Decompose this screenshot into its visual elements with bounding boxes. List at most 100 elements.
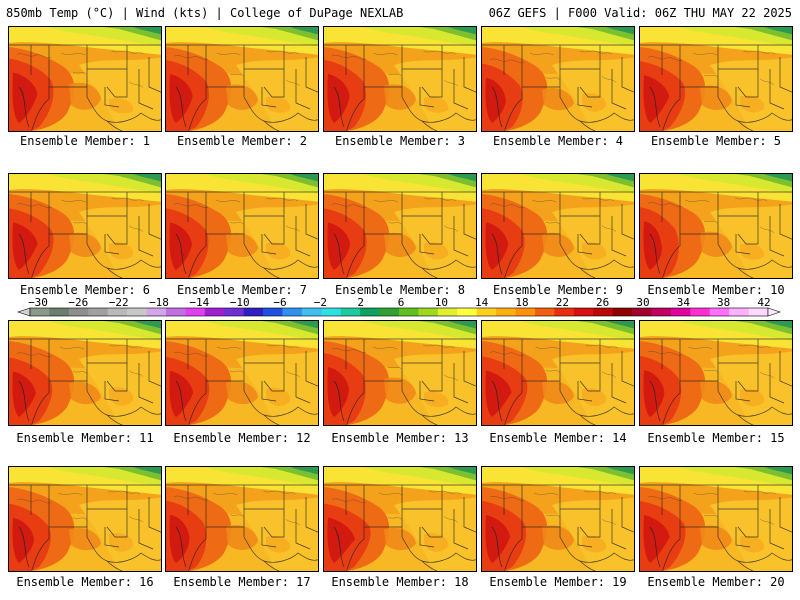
colorbar-swatch	[612, 308, 633, 316]
colorbar-tick-label: 42	[757, 296, 770, 309]
ensemble-member-label: Ensemble Member: 17	[173, 575, 311, 589]
colorbar-swatch	[68, 308, 89, 316]
temperature-map-image	[324, 174, 476, 278]
colorbar-tick-label: −22	[109, 296, 129, 309]
colorbar-tick-label: −18	[149, 296, 169, 309]
colorbar-swatch	[301, 308, 322, 316]
temperature-map-image	[9, 174, 161, 278]
colorbar-tick-label: 14	[475, 296, 489, 309]
colorbar-swatch	[670, 308, 691, 316]
colorbar-tick-label: −2	[314, 296, 327, 309]
ensemble-member-map	[323, 466, 477, 572]
ensemble-member-map	[481, 26, 635, 132]
colorbar-swatch	[340, 308, 361, 316]
ensemble-member-map	[481, 466, 635, 572]
colorbar-swatch	[632, 308, 652, 316]
temperature-map-image	[482, 321, 634, 425]
colorbar-swatch	[321, 308, 342, 316]
colorbar-swatch	[49, 308, 70, 316]
colorbar-low-arrow	[17, 307, 31, 317]
temperature-map-image	[9, 321, 161, 425]
ensemble-member-label: Ensemble Member: 16	[16, 575, 154, 589]
ensemble-member-map	[481, 173, 635, 279]
colorbar-swatch	[243, 308, 264, 316]
colorbar-swatch	[399, 308, 419, 316]
colorbar-swatch	[263, 308, 283, 316]
temperature-map-image	[640, 27, 792, 131]
colorbar-tick-label: 26	[596, 296, 609, 309]
ensemble-member-map	[165, 26, 319, 132]
map-title: 850mb Temp (°C) | Wind (kts) | College o…	[6, 6, 404, 20]
ensemble-member-label: Ensemble Member: 18	[331, 575, 469, 589]
temperature-colorbar: −30 −26 −22 −18 −14 −10 −6 −2 2 6 10 14 18 22 26 30 34 38…	[17, 296, 781, 317]
ensemble-member-label: Ensemble Member: 4	[492, 134, 624, 148]
temperature-map-image	[324, 467, 476, 571]
colorbar-tick-label: 18	[515, 296, 528, 309]
colorbar-swatch	[748, 308, 769, 316]
colorbar-tick-label: 30	[636, 296, 649, 309]
colorbar-tick-label: −6	[273, 296, 286, 309]
ensemble-member-map	[8, 26, 162, 132]
colorbar-tick-label: −14	[189, 296, 209, 309]
colorbar-tick-label: −10	[230, 296, 250, 309]
colorbar-swatch	[360, 308, 380, 316]
temperature-map-image	[640, 321, 792, 425]
colorbar-tick-label: −26	[68, 296, 88, 309]
ensemble-member-map	[639, 173, 793, 279]
temperature-map-image	[640, 467, 792, 571]
colorbar-swatch	[127, 308, 147, 316]
colorbar-swatch	[282, 308, 303, 316]
colorbar-swatch	[185, 308, 206, 316]
colorbar-high-arrow	[767, 307, 781, 317]
ensemble-member-label: Ensemble Member: 5	[650, 134, 782, 148]
ensemble-member-map	[481, 320, 635, 426]
ensemble-member-label: Ensemble Member: 6	[19, 283, 151, 297]
temperature-map-image	[482, 467, 634, 571]
ensemble-member-label: Ensemble Member: 14	[489, 431, 627, 445]
ensemble-member-map	[323, 173, 477, 279]
temperature-map-image	[324, 27, 476, 131]
temperature-map-image	[640, 174, 792, 278]
ensemble-member-label: Ensemble Member: 7	[176, 283, 308, 297]
colorbar-tick-label: 6	[398, 296, 405, 309]
ensemble-member-map	[8, 466, 162, 572]
ensemble-member-label: Ensemble Member: 8	[334, 283, 466, 297]
ensemble-member-label: Ensemble Member: 3	[334, 134, 466, 148]
ensemble-member-label: Ensemble Member: 12	[173, 431, 311, 445]
ensemble-member-label: Ensemble Member: 9	[492, 283, 624, 297]
colorbar-tick-label: 34	[677, 296, 691, 309]
colorbar-swatch	[30, 308, 50, 316]
ensemble-member-map	[8, 320, 162, 426]
model-run-info: 06Z GEFS | F000 Valid: 06Z THU MAY 22 20…	[488, 6, 792, 20]
colorbar-tick-label: 22	[556, 296, 569, 309]
temperature-map-image	[166, 27, 318, 131]
colorbar-swatch	[476, 308, 497, 316]
colorbar-tick-label: 38	[717, 296, 730, 309]
colorbar-swatch	[204, 308, 225, 316]
colorbar-swatch	[165, 308, 186, 316]
ensemble-member-map	[165, 466, 319, 572]
colorbar-tick-label: 2	[357, 296, 364, 309]
ensemble-member-label: Ensemble Member: 2	[176, 134, 308, 148]
colorbar-swatch	[146, 308, 167, 316]
ensemble-member-label: Ensemble Member: 1	[19, 134, 151, 148]
colorbar-swatch	[515, 308, 536, 316]
temperature-map-image	[166, 174, 318, 278]
temperature-map-image	[9, 467, 161, 571]
temperature-map-image	[166, 467, 318, 571]
ensemble-member-map	[639, 320, 793, 426]
temperature-map-image	[166, 321, 318, 425]
temperature-map-image	[482, 27, 634, 131]
ensemble-member-label: Ensemble Member: 11	[16, 431, 154, 445]
colorbar-swatch	[651, 308, 672, 316]
ensemble-member-label: Ensemble Member: 13	[331, 431, 469, 445]
colorbar-swatch	[418, 308, 439, 316]
ensemble-member-label: Ensemble Member: 19	[489, 575, 627, 589]
ensemble-member-label: Ensemble Member: 20	[647, 575, 785, 589]
colorbar-swatch	[437, 308, 458, 316]
colorbar-swatch	[554, 308, 575, 316]
colorbar-tick-label: −30	[28, 296, 48, 309]
ensemble-member-map	[165, 173, 319, 279]
colorbar-swatch	[573, 308, 594, 316]
temperature-map-image	[9, 27, 161, 131]
